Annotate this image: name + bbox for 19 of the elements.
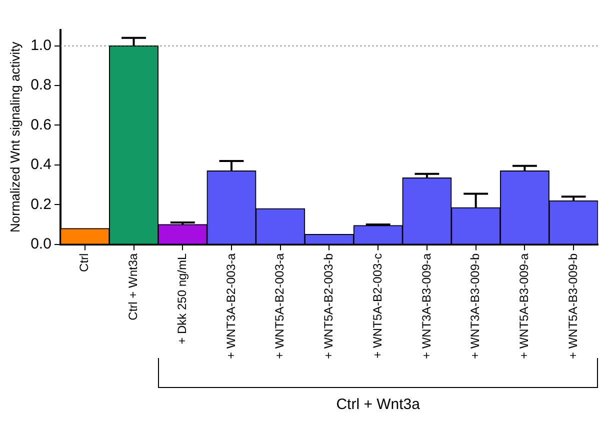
y-tick-label: 0.2 (30, 196, 52, 213)
y-tick-label: 0.6 (30, 116, 52, 134)
x-tick-label: + WNT5A-B3-009-b (566, 252, 580, 359)
x-tick-label: Ctrl + Wnt3a (126, 252, 140, 320)
x-tick-label: + WNT3A-B3-009-b (468, 252, 482, 359)
y-tick-label: 1.0 (30, 37, 52, 54)
x-tick-label: Ctrl (77, 253, 92, 272)
x-tick-label: + WNT3A-B2-003-a (224, 252, 238, 359)
x-tick-label: + Dkk 250 ng/mL (174, 252, 189, 344)
x-tick-label: + WNT3A-B3-009-a (419, 252, 434, 359)
y-tick-label: 0.8 (30, 76, 52, 94)
x-tick-label: + WNT5A-B2-003-b (322, 252, 336, 359)
y-tick-label: 0.4 (30, 156, 52, 174)
x-tick-label: + WNT5A-B3-009-a (517, 252, 532, 359)
x-tick-label: + WNT5A-B2-003-a (272, 252, 287, 359)
y-axis-title: Normalized Wnt signaling activity (7, 41, 22, 233)
text: Ctrl + Wnt3a (336, 396, 420, 413)
y-tick-label: 0.0 (30, 235, 52, 252)
x-tick-label: + WNT5A-B2-003-c (370, 253, 384, 358)
